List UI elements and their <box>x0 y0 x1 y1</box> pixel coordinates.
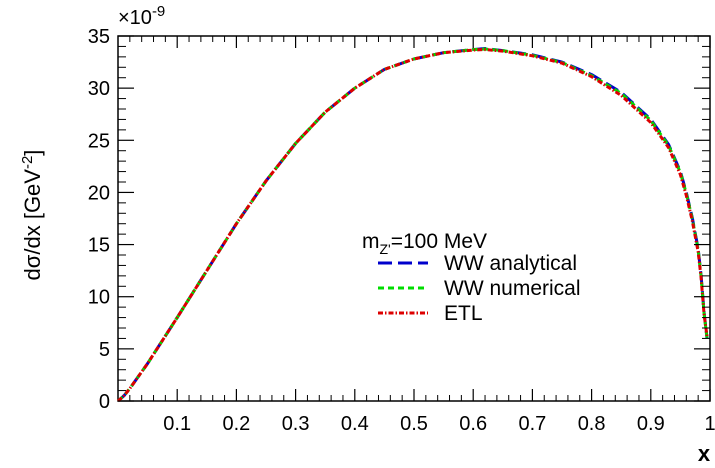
x-tick-label: 0.9 <box>637 413 665 435</box>
ticks-layer: 0 5 10 15 20 25 30 35 0.1 0.2 0.3 0.4 0.5 0.6 0.7 0.8 0.… <box>88 26 715 435</box>
y-axis-title-superscript: -2 <box>19 156 36 169</box>
series-layer <box>117 47 709 403</box>
plot-frame <box>117 35 711 402</box>
y-tick-label: 5 <box>99 339 110 361</box>
y-axis-title-close: ] <box>20 150 45 156</box>
y-tick-label: 35 <box>88 26 110 48</box>
legend-header-symbol: m <box>362 230 380 253</box>
y-tick-label: 30 <box>88 78 110 100</box>
plot-area <box>117 35 711 402</box>
legend-label: WW analytical <box>444 252 577 275</box>
x-tick-label: 0.5 <box>400 413 428 435</box>
y-tick-label: 20 <box>88 182 110 204</box>
x-tick-label: 0.4 <box>341 413 369 435</box>
legend-header-subscript: Z' <box>380 241 391 257</box>
y-tick-label: 25 <box>88 130 110 152</box>
y-axis-title-main: dσ/dx [GeV <box>20 169 45 281</box>
legend-label: WW numerical <box>444 277 581 300</box>
legend-header-value: =100 MeV <box>391 230 487 253</box>
y-tick-label: 15 <box>88 235 110 257</box>
x-tick-label: 0.6 <box>459 413 487 435</box>
y-multiplier-exponent: -9 <box>152 3 165 20</box>
legend-label: ETL <box>444 302 483 325</box>
x-tick-label: 1 <box>704 413 715 435</box>
legend-header: mZ'=100 MeV <box>362 230 487 257</box>
series-line-ww-analytical <box>117 47 709 403</box>
y-multiplier-label: ×10-9 <box>118 3 165 29</box>
series-line-ww-numerical <box>117 47 709 403</box>
y-axis-title: dσ/dx [GeV-2] <box>19 150 45 281</box>
x-tick-label: 0.3 <box>282 413 310 435</box>
x-tick-label: 0.8 <box>578 413 606 435</box>
x-tick-label: 0.2 <box>222 413 250 435</box>
y-multiplier-base: ×10 <box>118 7 152 29</box>
y-tick-label: 0 <box>99 391 110 413</box>
x-tick-label: 0.1 <box>163 413 191 435</box>
y-tick-label: 10 <box>88 287 110 309</box>
series-line-etl <box>117 48 709 403</box>
x-tick-label: 0.7 <box>518 413 546 435</box>
x-axis-title: x <box>698 441 711 466</box>
